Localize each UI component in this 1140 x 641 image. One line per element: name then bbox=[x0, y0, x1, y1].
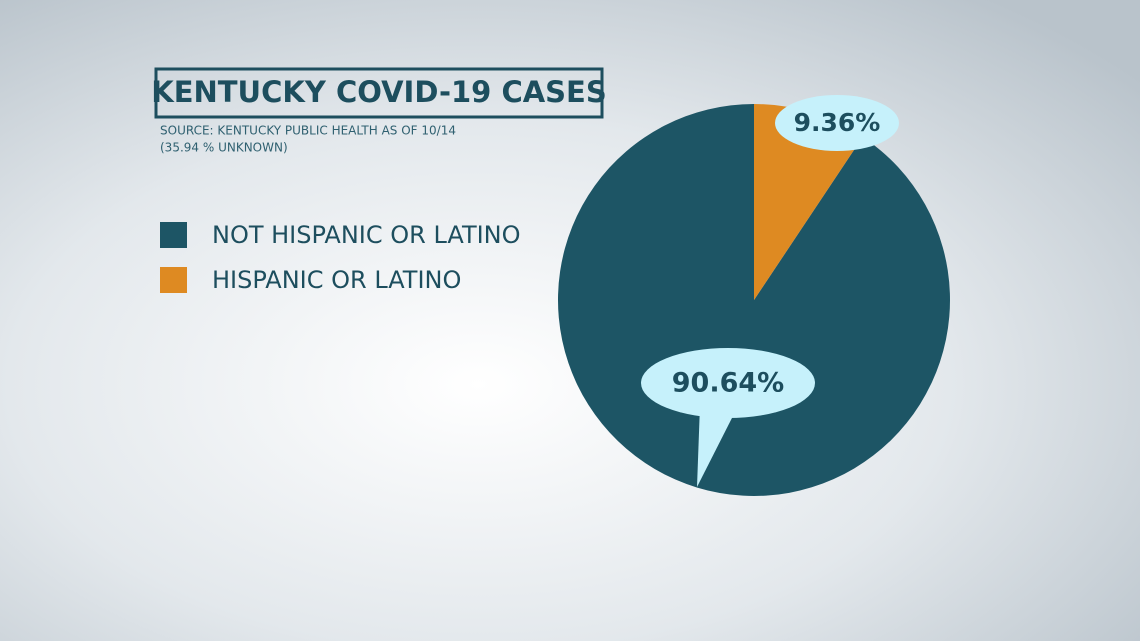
subtitle: SOURCE: KENTUCKY PUBLIC HEALTH AS OF 10/… bbox=[160, 124, 456, 138]
note: (35.94 % UNKNOWN) bbox=[160, 141, 288, 155]
data-label: 9.36% bbox=[794, 108, 881, 137]
pie-slice bbox=[754, 104, 863, 300]
legend-label: HISPANIC OR LATINO bbox=[212, 266, 461, 294]
label-bubble bbox=[775, 95, 899, 151]
legend-swatch bbox=[160, 222, 187, 248]
legend-label: NOT HISPANIC OR LATINO bbox=[212, 221, 521, 249]
chart-title: KENTUCKY COVID-19 CASES bbox=[151, 75, 607, 109]
data-label: 90.64% bbox=[672, 368, 784, 399]
label-bubble-tail bbox=[697, 405, 735, 487]
title-box bbox=[154, 67, 604, 119]
pie-slice bbox=[557, 103, 950, 496]
label-bubble bbox=[641, 348, 815, 418]
legend-swatch bbox=[160, 267, 187, 293]
